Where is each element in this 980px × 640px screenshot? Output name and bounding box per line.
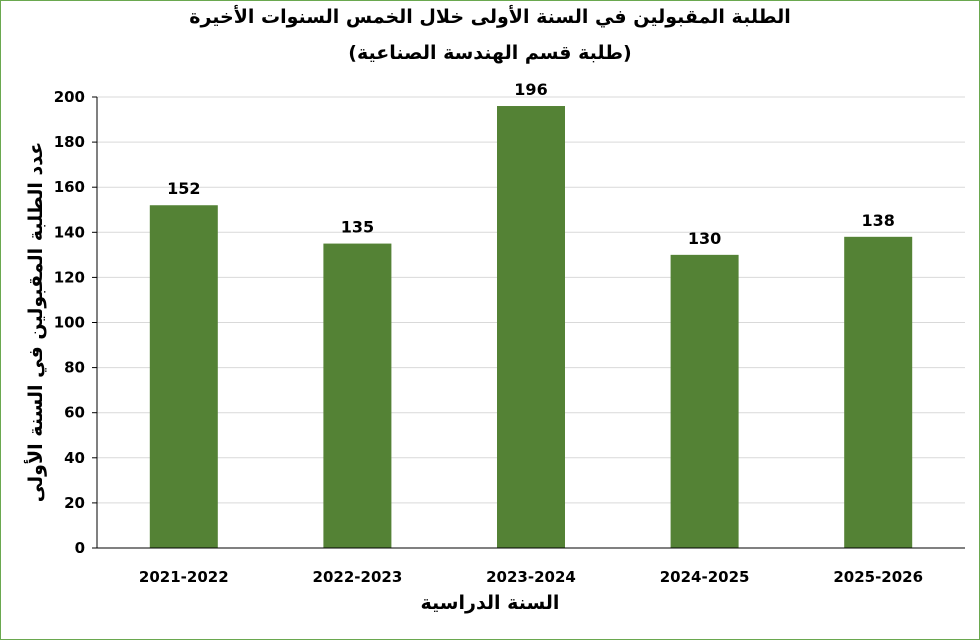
data-label: 138 bbox=[861, 211, 894, 230]
bar bbox=[323, 243, 392, 548]
y-tick-label: 60 bbox=[64, 404, 85, 422]
y-tick-label: 140 bbox=[54, 223, 85, 241]
bar bbox=[844, 236, 913, 548]
y-tick-label: 0 bbox=[75, 539, 85, 557]
data-label: 130 bbox=[688, 229, 721, 248]
y-tick-label: 160 bbox=[54, 178, 85, 196]
y-tick-label: 100 bbox=[54, 314, 85, 332]
y-tick-label: 40 bbox=[64, 449, 85, 467]
y-tick-label: 20 bbox=[64, 494, 85, 512]
bar bbox=[149, 205, 218, 549]
y-tick-label: 120 bbox=[54, 268, 85, 286]
chart-title: الطلبة المقبولين في السنة الأولى خلال ال… bbox=[189, 6, 791, 28]
data-label: 196 bbox=[514, 80, 547, 99]
x-tick-label: 2022-2023 bbox=[313, 568, 403, 586]
x-tick-label: 2024-2025 bbox=[660, 568, 750, 586]
bar bbox=[497, 106, 565, 549]
y-tick-label: 80 bbox=[64, 359, 85, 377]
y-tick-label: 180 bbox=[54, 133, 85, 151]
chart-subtitle: (طلبة قسم الهندسة الصناعية) bbox=[348, 42, 632, 64]
data-label: 152 bbox=[167, 179, 200, 198]
x-tick-label: 2021-2022 bbox=[139, 568, 229, 586]
bar bbox=[670, 254, 739, 548]
x-axis-title: السنة الدراسية bbox=[420, 592, 560, 614]
x-tick-label: 2025-2026 bbox=[833, 568, 923, 586]
y-tick-label: 200 bbox=[54, 88, 85, 106]
data-label: 135 bbox=[341, 218, 374, 237]
x-tick-label: 2023-2024 bbox=[486, 568, 576, 586]
